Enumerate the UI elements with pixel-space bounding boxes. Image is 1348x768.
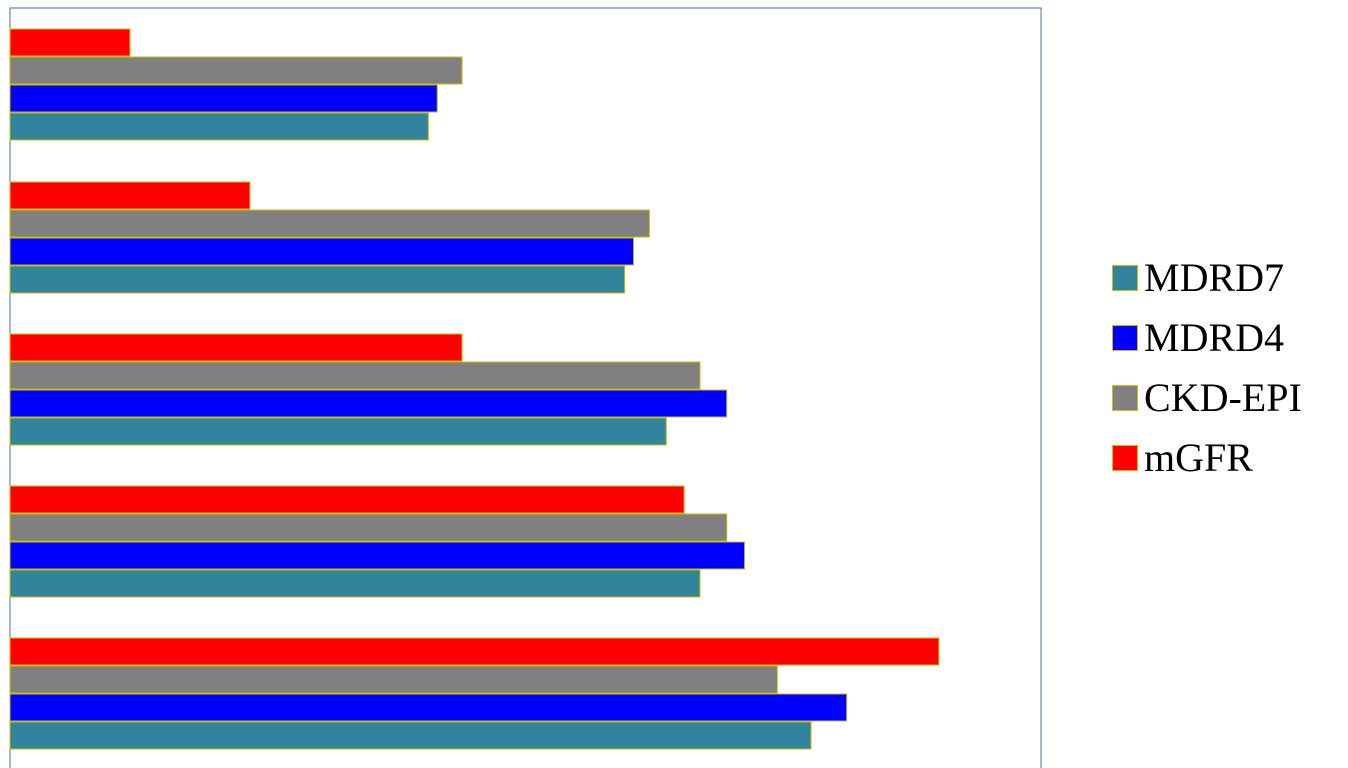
bar-ckd-epi-5 [9,56,463,85]
bar-mgfr-4 [9,181,251,210]
bar-mdrd7-2 [9,569,701,598]
legend-label: MDRD4 [1144,315,1285,360]
bar-mdrd4-5 [9,84,438,113]
bar-mdrd4-4 [9,237,635,266]
legend-swatch [1112,445,1138,471]
legend-label: MDRD7 [1144,255,1285,300]
bar-mdrd4-2 [9,541,746,570]
legend-item-ckd-epi: CKD-EPI [1112,368,1344,428]
bar-mgfr-3 [9,333,463,362]
bar-mdrd7-4 [9,265,626,294]
bar-mdrd4-1 [9,693,848,722]
bar-ckd-epi-2 [9,513,728,542]
legend-label: CKD-EPI [1144,375,1302,420]
bar-ckd-epi-4 [9,209,650,238]
bar-ckd-epi-1 [9,665,778,694]
bar-group [9,28,940,750]
bar-mgfr-2 [9,485,685,514]
bar-ckd-epi-3 [9,361,701,390]
bar-mgfr-1 [9,637,940,666]
legend-swatch [1112,385,1138,411]
legend-swatch [1112,325,1138,351]
bar-mdrd7-1 [9,721,812,750]
bar-mdrd7-5 [9,112,429,141]
legend-item-mgfr: mGFR [1112,428,1344,488]
bar-mgfr-5 [9,28,131,57]
legend-label: mGFR [1144,435,1253,480]
legend-swatch [1112,265,1138,291]
chart-legend: MDRD7 MDRD4 CKD-EPI mGFR [1112,248,1344,488]
legend-item-mdrd4: MDRD4 [1112,308,1344,368]
bar-mdrd7-3 [9,417,667,446]
bar-mdrd4-3 [9,389,728,418]
legend-item-mdrd7: MDRD7 [1112,248,1344,308]
